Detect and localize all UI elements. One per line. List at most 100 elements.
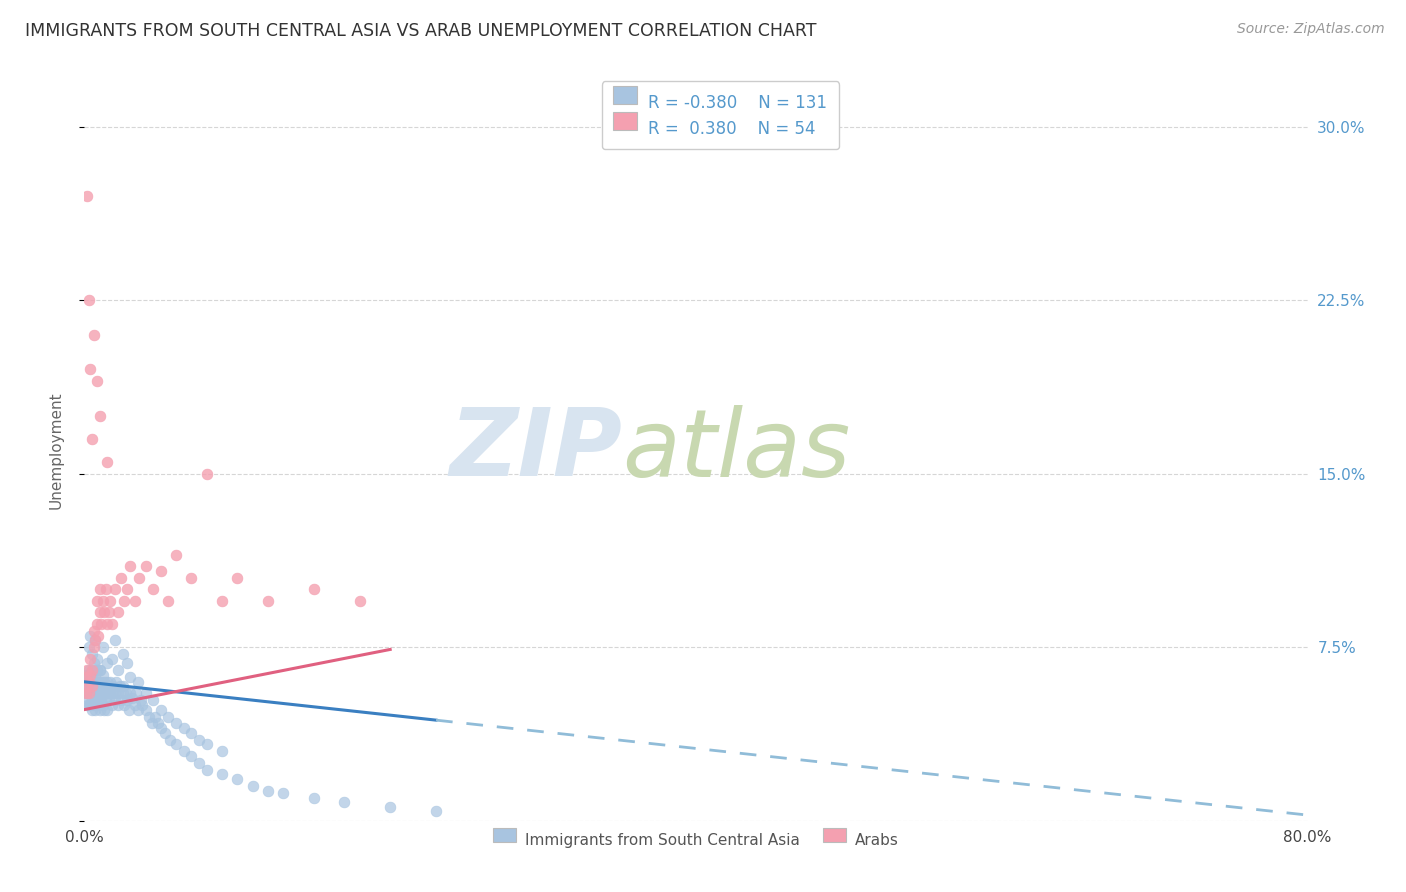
Point (112, 698, 135, 712)
Point (124, 594, 146, 608)
Point (76, 663, 98, 677)
Point (79, 362, 101, 376)
Point (77, 640, 100, 654)
Point (349, 594, 371, 608)
Point (79, 668, 101, 682)
Point (77, 686, 100, 700)
Point (90, 693, 112, 707)
Point (142, 582, 165, 597)
Point (93, 606, 115, 620)
Point (127, 674, 149, 689)
Point (257, 594, 280, 608)
Point (188, 756, 211, 770)
Point (107, 663, 129, 677)
Point (157, 594, 180, 608)
Point (165, 737, 187, 751)
Point (173, 721, 195, 735)
Point (104, 693, 127, 707)
Point (86, 594, 108, 608)
Point (226, 571, 249, 585)
Point (89, 680, 111, 694)
Point (98, 674, 121, 689)
Point (135, 686, 157, 700)
Point (86, 374, 108, 388)
Point (86, 617, 108, 632)
Point (77, 680, 100, 694)
Point (142, 693, 165, 707)
Point (76, 668, 98, 682)
Point (138, 709, 160, 723)
Point (93, 686, 115, 700)
Legend: Immigrants from South Central Asia, Arabs: Immigrants from South Central Asia, Arab… (486, 826, 905, 854)
Point (96, 617, 118, 632)
Point (127, 703, 149, 717)
Point (159, 732, 181, 747)
Point (83, 624, 105, 638)
Point (77, 663, 100, 677)
Point (90, 617, 112, 632)
Point (75, 686, 97, 700)
Point (91, 594, 114, 608)
Point (84, 633, 107, 648)
Point (76, 698, 98, 712)
Point (104, 686, 127, 700)
Point (111, 647, 134, 661)
Point (96, 674, 118, 689)
Point (80, 680, 103, 694)
Point (80, 703, 103, 717)
Point (83, 686, 105, 700)
Point (211, 594, 233, 608)
Point (84, 680, 107, 694)
Point (89, 663, 111, 677)
Point (83, 640, 105, 654)
Point (83, 663, 105, 677)
Point (101, 698, 124, 712)
Point (83, 674, 105, 689)
Point (165, 548, 187, 562)
Point (94, 686, 117, 700)
Point (128, 571, 150, 585)
Point (77, 686, 100, 700)
Point (79, 628, 101, 642)
Point (211, 767, 233, 781)
Point (115, 657, 138, 671)
Point (83, 327, 105, 342)
Point (120, 559, 142, 574)
Point (87, 628, 110, 642)
Point (180, 748, 202, 763)
Point (129, 693, 152, 707)
Point (75, 680, 97, 694)
Point (75, 670, 97, 684)
Point (80, 680, 103, 694)
Point (87, 693, 110, 707)
Point (180, 571, 202, 585)
Point (149, 721, 172, 735)
Point (96, 686, 118, 700)
Point (89, 582, 111, 597)
Point (104, 633, 127, 648)
Point (135, 703, 157, 717)
Point (76, 680, 98, 694)
Point (77, 674, 100, 689)
Point (111, 680, 134, 694)
Point (89, 703, 111, 717)
Point (79, 681, 101, 696)
Point (94, 693, 117, 707)
Point (91, 640, 114, 654)
Point (77, 293, 100, 307)
Point (195, 763, 218, 777)
Point (75, 686, 97, 700)
Point (101, 617, 124, 632)
Point (115, 582, 138, 597)
Point (107, 686, 129, 700)
Point (80, 691, 103, 706)
Point (86, 674, 108, 689)
Point (188, 732, 211, 747)
Point (80, 663, 103, 677)
Point (75, 668, 97, 682)
Point (105, 674, 128, 689)
Point (118, 703, 141, 717)
Point (107, 698, 129, 712)
Point (86, 686, 108, 700)
Point (79, 674, 101, 689)
